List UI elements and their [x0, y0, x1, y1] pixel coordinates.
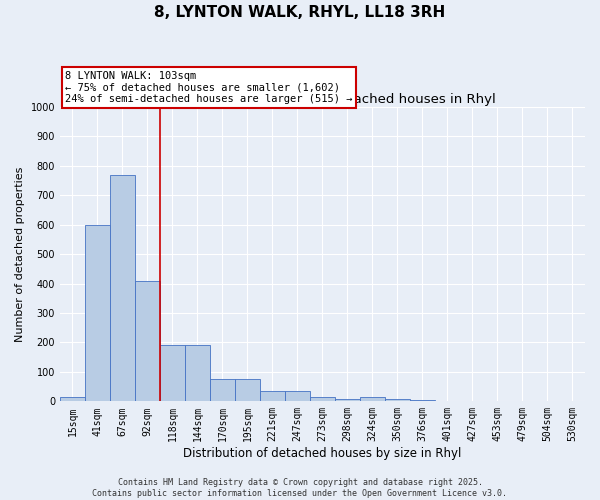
Y-axis label: Number of detached properties: Number of detached properties — [15, 166, 25, 342]
Bar — [285, 391, 310, 402]
Bar — [235, 380, 260, 402]
Text: Contains HM Land Registry data © Crown copyright and database right 2025.
Contai: Contains HM Land Registry data © Crown c… — [92, 478, 508, 498]
Bar — [110, 174, 135, 402]
Text: 8, LYNTON WALK, RHYL, LL18 3RH: 8, LYNTON WALK, RHYL, LL18 3RH — [154, 5, 446, 20]
Bar — [335, 399, 360, 402]
Bar — [85, 225, 110, 402]
Bar — [160, 346, 185, 402]
Bar — [310, 397, 335, 402]
Bar — [210, 380, 235, 402]
Bar — [185, 346, 210, 402]
Bar — [360, 397, 385, 402]
Text: 8 LYNTON WALK: 103sqm
← 75% of detached houses are smaller (1,602)
24% of semi-d: 8 LYNTON WALK: 103sqm ← 75% of detached … — [65, 71, 353, 104]
X-axis label: Distribution of detached houses by size in Rhyl: Distribution of detached houses by size … — [183, 447, 461, 460]
Title: Size of property relative to detached houses in Rhyl: Size of property relative to detached ho… — [149, 93, 496, 106]
Bar — [410, 400, 435, 402]
Bar — [135, 280, 160, 402]
Bar — [60, 397, 85, 402]
Bar — [385, 399, 410, 402]
Bar — [260, 391, 285, 402]
